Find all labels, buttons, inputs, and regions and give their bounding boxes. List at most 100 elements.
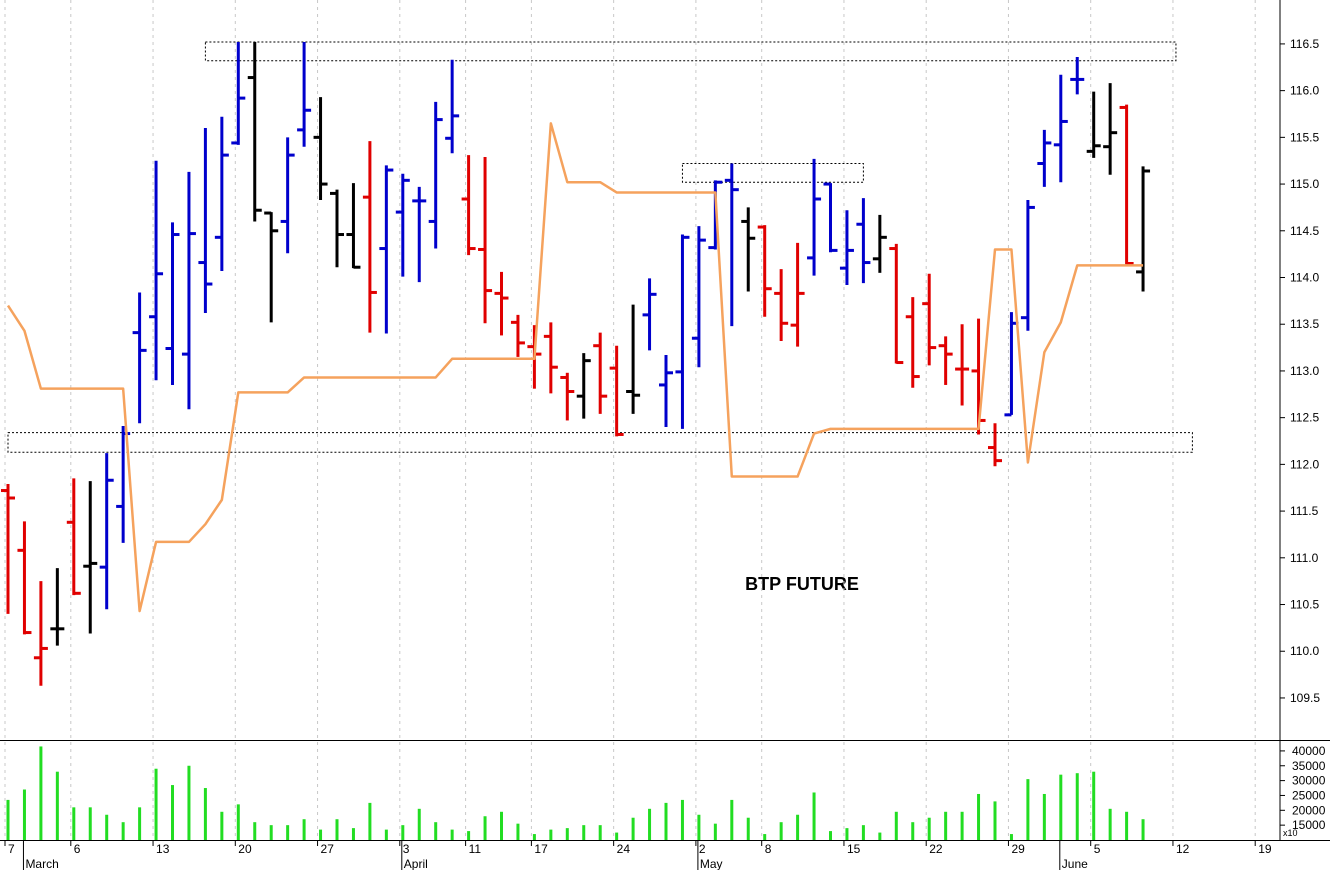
volume-bar	[351, 828, 355, 840]
volume-bar	[220, 811, 224, 840]
ohlc-bar	[428, 101, 443, 249]
ohlc-bar	[790, 242, 805, 347]
ohlc-bar	[823, 182, 838, 253]
x-tick-label: 24	[617, 842, 631, 856]
y-tick-label: 116.0	[1290, 84, 1319, 98]
volume-bar	[319, 829, 323, 840]
volume-bar	[845, 828, 849, 840]
ohlc-bar	[33, 581, 48, 686]
y-tick-label: 109.5	[1290, 691, 1320, 705]
volume-bar	[516, 823, 520, 840]
ohlc-bar	[609, 345, 624, 437]
ohlc-bar	[1037, 129, 1052, 187]
volume-bar	[829, 831, 832, 840]
volume-bar	[993, 801, 997, 840]
volume-bar	[615, 832, 619, 840]
volume-bar	[1108, 808, 1112, 840]
volume-bar	[713, 823, 717, 840]
ohlc-bar	[1020, 199, 1035, 331]
volume-bar	[779, 822, 783, 840]
volume-bar	[927, 817, 931, 840]
volume-bar	[171, 785, 174, 840]
x-tick-label: 17	[534, 842, 548, 856]
ohlc-bar	[346, 183, 361, 269]
ohlc-bar	[280, 137, 295, 254]
volume-bar	[401, 825, 405, 840]
volume-bar	[565, 828, 569, 840]
month-label: June	[1062, 857, 1088, 870]
ohlc-bar	[774, 269, 789, 342]
volume-bar	[434, 822, 438, 840]
y-tick-label: 114.0	[1290, 271, 1319, 285]
volume-bar	[730, 799, 734, 840]
ohlc-bar	[659, 355, 673, 427]
volume-bar	[72, 807, 76, 840]
volume-bar	[88, 807, 92, 840]
volume-bar	[1092, 771, 1096, 840]
ohlc-bar	[741, 207, 756, 292]
volume-bar	[960, 811, 964, 840]
y-tick-label: 111.0	[1290, 551, 1319, 565]
volume-bar	[1059, 774, 1063, 840]
x-tick-label: 22	[929, 842, 943, 856]
volume-bar	[763, 834, 767, 840]
ohlc-bar	[988, 423, 1002, 467]
y-tick-label: 116.5	[1290, 37, 1319, 51]
volume-bar	[187, 765, 191, 840]
volume-bar	[368, 802, 372, 840]
volume-bar	[6, 799, 10, 840]
x-tick-label: 13	[156, 842, 170, 856]
chart-title: BTP FUTURE	[745, 574, 859, 594]
ohlc-bar	[1053, 74, 1068, 183]
volume-bar	[467, 831, 471, 840]
ohlc-bar	[83, 481, 98, 634]
ohlc-bar	[297, 42, 312, 147]
zone	[681, 163, 864, 183]
volume-bar	[1075, 773, 1079, 840]
volume-bar	[796, 814, 800, 840]
zone	[204, 41, 1177, 62]
x-tick-label: 19	[1258, 842, 1272, 856]
x-tick-label: 29	[1011, 842, 1025, 856]
volume-bar	[39, 746, 43, 840]
volume-bar	[746, 817, 750, 840]
volume-bar	[417, 808, 421, 840]
y-tick-label: 15000	[1292, 818, 1326, 832]
volume-bar	[22, 789, 26, 840]
x-tick-label: 5	[1094, 842, 1101, 856]
ohlc-bar	[510, 314, 525, 357]
volume-bar	[121, 822, 125, 840]
volume-bar	[335, 819, 339, 840]
y-tick-label: 20000	[1292, 803, 1326, 817]
x-tick-label: 15	[847, 842, 861, 856]
volume-bar	[878, 832, 882, 840]
y-tick-label: 112.5	[1290, 411, 1319, 425]
volume-bar	[911, 822, 915, 840]
grid	[4, 0, 1256, 840]
volume-bar	[1026, 779, 1030, 840]
volume-bar	[138, 807, 142, 840]
ohlc-bar	[1136, 166, 1151, 292]
ohlc-bar	[626, 304, 641, 414]
ohlc-bar	[149, 160, 164, 381]
y-tick-label: 110.5	[1290, 598, 1319, 612]
x-tick-label: 27	[321, 842, 335, 856]
x-tick-label: 11	[469, 842, 482, 856]
y-tick-label: 115.5	[1290, 130, 1319, 144]
volume-bar	[203, 788, 207, 840]
volume-bar	[582, 825, 586, 840]
volume-bar	[154, 768, 158, 840]
x-tick-label: 12	[1176, 842, 1190, 856]
ohlc-bar	[445, 59, 460, 154]
volume-bar	[894, 811, 898, 840]
x-tick-label: 8	[765, 842, 772, 856]
x-tick-label: 7	[8, 842, 15, 856]
volume-bar	[236, 804, 240, 840]
ohlc-bar	[1070, 56, 1085, 95]
x-tick-label: 6	[74, 842, 81, 856]
volume-bar	[1042, 793, 1046, 840]
ohlc-bar	[494, 271, 509, 336]
ohlc-bar	[313, 97, 328, 200]
volume-scale-label: x10	[1283, 828, 1298, 838]
